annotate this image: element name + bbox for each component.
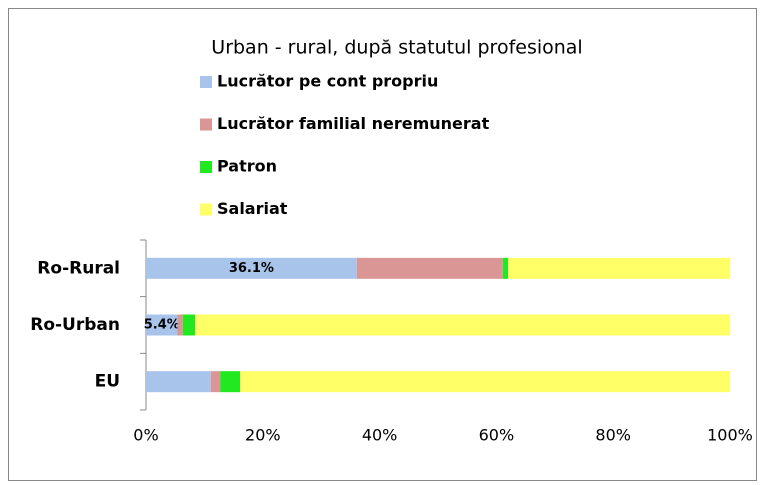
bar-segment: [182, 314, 196, 336]
x-tick-label: 40%: [362, 426, 398, 445]
x-tick-label: 80%: [595, 426, 631, 445]
legend-label: Lucrător familial neremunerat: [217, 114, 490, 133]
legend-swatch: [200, 76, 212, 88]
bar-segment: [356, 257, 503, 279]
bar-segment: [146, 257, 357, 279]
category-label: Ro-Rural: [37, 258, 120, 278]
category-label: EU: [95, 372, 120, 392]
x-tick-label: 0%: [133, 426, 158, 445]
category-label: Ro-Urban: [30, 315, 120, 335]
bar-segment: [146, 314, 178, 336]
bar-segment: [508, 257, 730, 279]
value-label: 36.1%: [229, 261, 274, 276]
bar-segment: [210, 371, 221, 393]
x-tick-label: 100%: [707, 426, 753, 445]
bar-segment: [502, 257, 509, 279]
legend-label: Patron: [217, 157, 277, 176]
x-tick-label: 20%: [245, 426, 281, 445]
bar-segment: [177, 314, 183, 336]
x-tick-label: 60%: [479, 426, 515, 445]
bar-segment: [240, 371, 731, 393]
legend-swatch: [200, 161, 212, 173]
value-label: 5.4%: [144, 318, 180, 333]
bar-segment: [195, 314, 730, 336]
bar-segment: [146, 371, 211, 393]
bar-segment: [220, 371, 241, 393]
legend-label: Lucrător pe cont propriu: [217, 72, 438, 91]
chart-title: Urban - rural, după statutul profesional: [211, 37, 582, 59]
legend-swatch: [200, 118, 212, 131]
legend-swatch: [200, 203, 212, 216]
legend-label: Salariat: [217, 199, 288, 218]
